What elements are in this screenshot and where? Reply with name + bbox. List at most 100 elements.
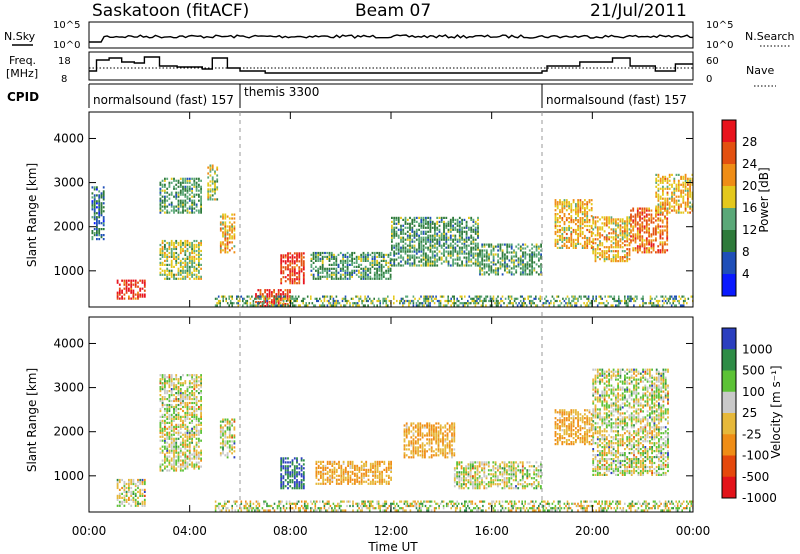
heatmap-cell: [193, 409, 196, 413]
heatmap-cell: [501, 295, 504, 298]
heatmap-cell: [168, 277, 171, 280]
heatmap-cell: [568, 207, 570, 210]
heatmap-cell: [417, 299, 419, 303]
heatmap-cell: [449, 234, 452, 237]
heatmap-cell: [182, 401, 184, 405]
heatmap-cell: [508, 259, 511, 262]
heatmap-cell: [93, 206, 96, 209]
heatmap-cell: [168, 459, 171, 462]
heatmap-cell: [320, 476, 322, 479]
heatmap-cell: [626, 228, 629, 231]
heatmap-cell: [680, 205, 682, 208]
heatmap-cell: [443, 222, 445, 225]
heatmap-cell: [200, 209, 202, 212]
heatmap-cell: [195, 267, 198, 270]
heatmap-cell: [228, 297, 230, 300]
heatmap-cell: [495, 302, 498, 305]
heatmap-cell: [320, 482, 322, 485]
heatmap-cell: [118, 289, 121, 292]
heatmap-cell: [125, 494, 128, 497]
heatmap-cell: [168, 449, 171, 452]
heatmap-cell: [324, 251, 326, 255]
heatmap-cell: [191, 392, 193, 395]
heatmap-cell: [182, 271, 184, 274]
heatmap-cell: [404, 260, 407, 263]
heatmap-cell: [425, 222, 427, 225]
heatmap-cell: [578, 295, 581, 298]
heatmap-cell: [298, 254, 301, 257]
heatmap-cell: [429, 256, 432, 259]
heatmap-cell: [535, 255, 538, 258]
heatmap-cell: [193, 374, 196, 377]
heatmap-cell: [300, 260, 303, 263]
heatmap-cell: [305, 304, 307, 307]
heatmap-cell: [159, 409, 162, 413]
heatmap-cell: [458, 264, 461, 267]
heatmap-cell: [440, 252, 443, 255]
heatmap-cell: [188, 405, 191, 409]
noise-panel: N.Sky 10^5 10^0 10^5 10^0 N.Search: [4, 20, 795, 51]
heatmap-cell: [565, 217, 568, 220]
heatmap-cell: [360, 267, 363, 270]
heatmap-cell: [673, 201, 676, 204]
heatmap-cell: [450, 304, 452, 307]
heatmap-cell: [624, 302, 626, 305]
heatmap-cell: [358, 299, 360, 303]
heatmap-cell: [275, 304, 277, 307]
heatmap-cell: [123, 496, 126, 499]
heatmap-cell: [423, 304, 425, 307]
heatmap-cell: [222, 420, 224, 423]
heatmap-cell: [429, 264, 432, 267]
heatmap-cell: [182, 384, 184, 387]
heatmap-cell: [184, 401, 187, 405]
heatmap-cell: [554, 232, 557, 236]
heatmap-cell: [657, 304, 659, 307]
heatmap-cell: [175, 378, 178, 381]
heatmap-cell: [422, 224, 425, 227]
heatmap-cell: [648, 227, 650, 230]
heatmap-cell: [200, 203, 202, 206]
heatmap-cell: [494, 245, 497, 248]
heatmap-cell: [184, 431, 187, 434]
heatmap-cell: [639, 237, 641, 240]
heatmap-cell: [395, 258, 398, 261]
heatmap-cell: [535, 295, 537, 298]
heatmap-cell: [664, 251, 666, 254]
heatmap-cell: [389, 259, 392, 262]
heatmap-cell: [664, 187, 667, 190]
heatmap-cell: [224, 251, 227, 254]
heatmap-cell: [431, 244, 434, 247]
heatmap-cell: [188, 207, 191, 210]
heatmap-cell: [662, 205, 664, 208]
heatmap-cell: [689, 211, 691, 214]
heatmap-cell: [195, 390, 198, 393]
heatmap-cell: [429, 244, 432, 247]
heatmap-cell: [687, 183, 689, 186]
heatmap-cell: [193, 455, 196, 458]
heatmap-cell: [168, 382, 171, 385]
heatmap-cell: [186, 390, 189, 393]
heatmap-cell: [427, 216, 429, 219]
heatmap-cell: [641, 251, 644, 254]
heatmap-cell: [96, 212, 98, 215]
heatmap-cell: [434, 256, 436, 259]
heatmap-cell: [231, 237, 233, 240]
heatmap-cell: [329, 295, 332, 298]
heatmap-cell: [540, 253, 542, 256]
heatmap-cell: [319, 277, 322, 280]
heatmap-cell: [198, 249, 200, 253]
heatmap-cell: [214, 180, 216, 183]
heatmap-cell: [425, 242, 427, 245]
heatmap-cell: [166, 455, 169, 458]
heatmap-cell: [427, 299, 430, 303]
heatmap-cell: [289, 282, 292, 285]
heatmap-cell: [470, 297, 472, 300]
heatmap-cell: [346, 263, 349, 266]
heatmap-cell: [409, 246, 411, 249]
heatmap-cell: [198, 405, 200, 409]
heatmap-cell: [228, 422, 231, 425]
heatmap-cell: [619, 220, 622, 223]
heatmap-cell: [168, 386, 171, 389]
heatmap-cell: [458, 230, 461, 233]
heatmap-cell: [100, 208, 103, 211]
